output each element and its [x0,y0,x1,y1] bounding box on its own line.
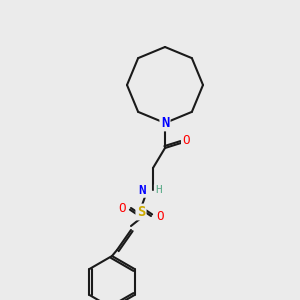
Text: O: O [156,209,164,223]
Text: O: O [182,134,190,148]
Text: O: O [118,202,126,214]
Text: S: S [137,205,145,219]
Text: N: N [139,184,146,196]
Text: H: H [155,185,162,195]
Text: N: N [161,116,169,130]
